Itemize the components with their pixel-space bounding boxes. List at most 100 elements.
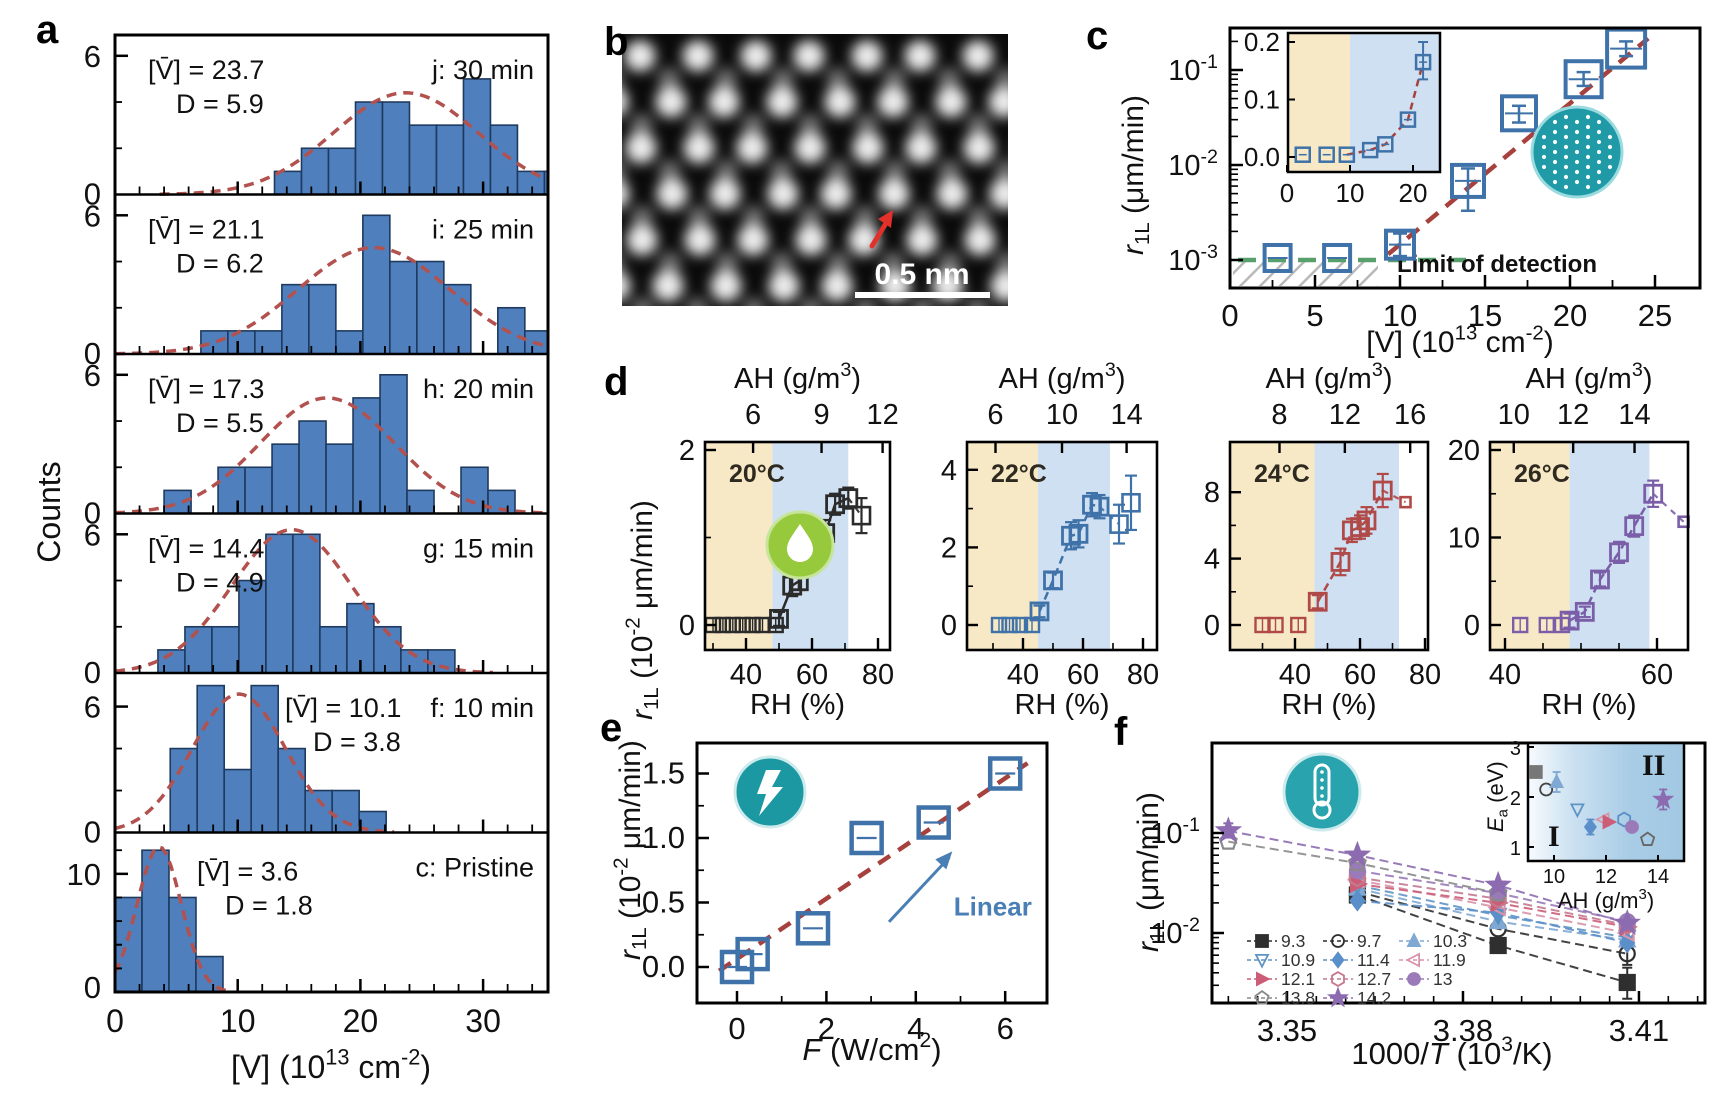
svg-text:40: 40 — [1279, 659, 1311, 691]
svg-text:0: 0 — [84, 815, 101, 850]
rh-subplot: 40 60 80 0 2 46 10 14 AH (g/m3) RH (%) 22°C — [941, 359, 1159, 721]
svg-text:j: 30 min: j: 30 min — [431, 55, 534, 85]
histogram-bar — [489, 124, 519, 196]
svg-text:12: 12 — [866, 399, 898, 431]
svg-text:0: 0 — [84, 496, 101, 531]
svg-text:40: 40 — [1007, 659, 1039, 691]
svg-text:2: 2 — [818, 1011, 835, 1046]
histogram-bar — [443, 283, 472, 355]
svg-text:Linear: Linear — [954, 891, 1032, 921]
svg-text:16: 16 — [1394, 399, 1426, 431]
svg-text:8: 8 — [1271, 399, 1287, 431]
histogram-bar — [327, 147, 357, 196]
svg-text:r1L (10-2 μm/min): r1L (10-2 μm/min) — [610, 740, 651, 960]
histogram-bar — [254, 330, 283, 355]
svg-text:20: 20 — [1448, 435, 1480, 467]
svg-text:10.3: 10.3 — [1433, 931, 1467, 951]
histogram-subpanel: 6 0 [V̄] = 10.1 D = 3.8 f: 10 min — [84, 671, 548, 850]
gaussian-curve — [113, 844, 232, 994]
svg-text:c: Pristine: c: Pristine — [415, 853, 534, 883]
svg-text:1.5: 1.5 — [642, 756, 685, 791]
svg-text:[V̄] = 17.3: [V̄] = 17.3 — [148, 374, 264, 404]
histogram-bar — [416, 260, 445, 355]
svg-text:9.3: 9.3 — [1281, 931, 1305, 951]
histogram-subpanel: 6 0 [V̄] = 17.3 D = 5.5 h: 20 min — [84, 352, 548, 531]
svg-text:20°C: 20°C — [729, 460, 785, 488]
panel-d-letter: d — [604, 360, 629, 404]
svg-text:0: 0 — [1464, 610, 1480, 642]
rate-vs-vacancy-series — [1262, 27, 1648, 273]
svg-text:4: 4 — [907, 1011, 924, 1046]
panel-c-letter: c — [1086, 14, 1109, 58]
histogram-bar — [427, 649, 456, 674]
svg-text:r1L (μm/min): r1L (μm/min) — [1132, 792, 1169, 952]
svg-text:r1L (μm/min): r1L (μm/min) — [1117, 95, 1154, 255]
svg-text:60: 60 — [796, 659, 828, 691]
svg-text:g: 15 min: g: 15 min — [423, 534, 534, 564]
gaussian-curve — [159, 91, 547, 196]
svg-text:AH (g/m3): AH (g/m3) — [1526, 359, 1653, 395]
svg-text:0: 0 — [84, 177, 101, 212]
histogram-subpanel: 6 0 [V̄] = 21.1 D = 6.2 i: 25 min — [84, 193, 549, 371]
svg-text:D = 5.5: D = 5.5 — [176, 408, 264, 438]
histogram-bar — [335, 330, 364, 355]
histogram-bar — [244, 466, 273, 515]
svg-text:26°C: 26°C — [1514, 460, 1570, 488]
svg-text:10-1: 10-1 — [1150, 814, 1200, 850]
gaussian-curve — [115, 245, 546, 356]
svg-text:RH (%): RH (%) — [1541, 689, 1636, 721]
svg-text:10-2: 10-2 — [1168, 146, 1218, 182]
histogram-bar — [271, 443, 300, 515]
svg-text:h: 20 min: h: 20 min — [423, 374, 534, 404]
panel-f: 3.35 3.38 3.41 10-1 10-2 1000/T (103/K) r1L (μ… — [1132, 738, 1707, 1071]
svg-text:40: 40 — [730, 659, 762, 691]
svg-text:10: 10 — [1543, 866, 1565, 888]
histogram-bar — [462, 78, 492, 196]
lightning-icon — [733, 755, 807, 829]
svg-text:3: 3 — [1510, 738, 1521, 760]
gaussian-curve — [114, 396, 545, 515]
panel-b: 0.5 nm — [622, 34, 1008, 306]
histogram-bar — [319, 625, 348, 674]
svg-text:D = 3.8: D = 3.8 — [313, 727, 401, 757]
svg-text:10-3: 10-3 — [1168, 241, 1218, 277]
histogram-bar — [381, 101, 411, 196]
svg-text:0: 0 — [679, 610, 695, 642]
histogram-bar — [281, 283, 310, 355]
svg-text:Limit of detection: Limit of detection — [1397, 251, 1597, 278]
svg-text:[V̄] = 14.4: [V̄] = 14.4 — [148, 534, 264, 564]
panel-c: Limit of detection 0 5 10 15 20 25 10-1 10-2 10-3… — [1117, 26, 1702, 359]
svg-text:0: 0 — [1204, 610, 1220, 642]
svg-text:Counts: Counts — [31, 461, 67, 562]
panel-f-letter: f — [1114, 710, 1128, 754]
svg-text:13: 13 — [1433, 969, 1452, 989]
svg-text:12: 12 — [1329, 399, 1361, 431]
below-lod-hatch — [1233, 262, 1378, 286]
svg-text:9.7: 9.7 — [1357, 931, 1381, 951]
svg-text:14.2: 14.2 — [1357, 988, 1391, 1008]
svg-text:10: 10 — [67, 857, 101, 892]
svg-text:[V̄] = 23.7: [V̄] = 23.7 — [148, 55, 264, 85]
svg-text:AH (g/m3): AH (g/m3) — [999, 359, 1126, 395]
histogram-bar — [169, 747, 199, 834]
svg-text:40: 40 — [1489, 659, 1521, 691]
svg-text:0: 0 — [941, 610, 957, 642]
svg-text:1.0: 1.0 — [642, 820, 685, 855]
svg-text:0.2: 0.2 — [1244, 27, 1280, 57]
svg-text:9: 9 — [813, 399, 829, 431]
svg-text:6: 6 — [84, 198, 101, 233]
legend: 9.3 9.7 10.3 10.9 11.4 11.9 12.1 12.7 13 13.8 14.2 — [1247, 931, 1467, 1008]
gaussian-curve — [114, 527, 493, 675]
linear-arrow: Linear — [887, 851, 1032, 923]
flake-icon — [1530, 105, 1624, 199]
svg-text:10-1: 10-1 — [1168, 51, 1218, 87]
svg-text:AH (g/m3): AH (g/m3) — [1266, 359, 1393, 395]
svg-text:1000/T (103/K): 1000/T (103/K) — [1351, 1033, 1552, 1071]
svg-text:0.0: 0.0 — [1244, 142, 1280, 172]
scale-label: 0.5 nm — [874, 258, 969, 291]
histogram-bar — [308, 283, 337, 355]
histogram-bar — [196, 684, 226, 834]
svg-text:15: 15 — [1468, 298, 1502, 333]
svg-text:10: 10 — [1448, 523, 1480, 555]
